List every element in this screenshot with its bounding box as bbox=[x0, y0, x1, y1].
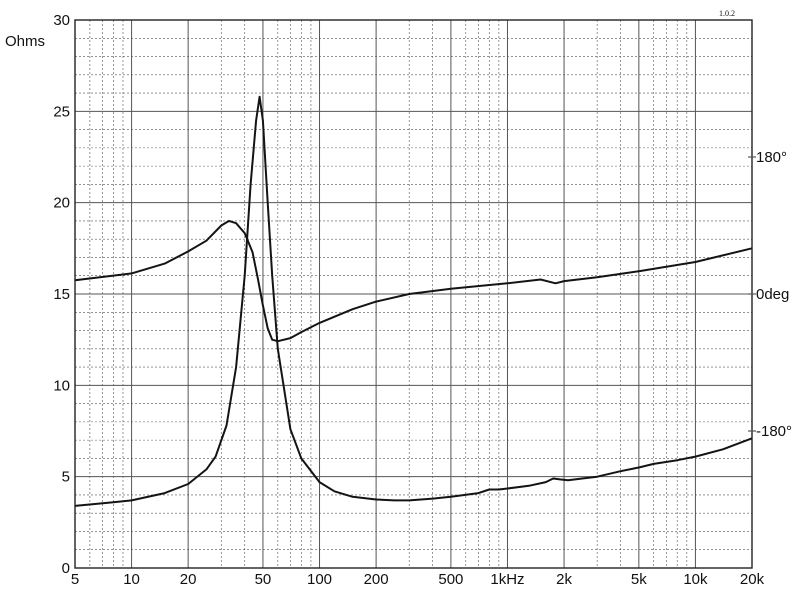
x-tick-label: 500 bbox=[438, 571, 463, 588]
x-tick-label: 2k bbox=[556, 571, 572, 588]
x-tick-label: 5k bbox=[631, 571, 647, 588]
y-tick-label: 0 bbox=[62, 560, 70, 577]
y-axis-title: Ohms bbox=[5, 33, 45, 50]
axis-labels: 5 10 20 50 100 200 500 1kHz 2k 5k 10k 20k0510152025… bbox=[53, 12, 792, 588]
impedance-trace bbox=[74, 95, 753, 507]
y2-tick-label: -180° bbox=[756, 423, 792, 440]
y-tick-label: 20 bbox=[53, 195, 70, 212]
y-tick-label: 25 bbox=[53, 103, 70, 120]
y-tick-label: 10 bbox=[53, 377, 70, 394]
y-tick-label: 5 bbox=[62, 469, 70, 486]
x-tick-label: 20k bbox=[740, 571, 765, 588]
x-tick-label: 100 bbox=[307, 571, 332, 588]
grid bbox=[75, 20, 752, 568]
revision-mark: 1.0.2 bbox=[719, 9, 735, 18]
x-tick-label: 10k bbox=[683, 571, 708, 588]
phase-trace bbox=[74, 219, 753, 343]
x-tick-label: 200 bbox=[364, 571, 389, 588]
series-traces bbox=[74, 95, 753, 507]
x-tick-label: 20 bbox=[180, 571, 197, 588]
y-tick-label: 30 bbox=[53, 12, 70, 29]
x-tick-label: 5 bbox=[71, 571, 79, 588]
y2-tick-label: 180° bbox=[756, 149, 787, 166]
x-tick-label: 1kHz bbox=[490, 571, 524, 588]
y-tick-label: 15 bbox=[53, 286, 70, 303]
x-tick-label: 10 bbox=[123, 571, 140, 588]
x-tick-label: 50 bbox=[255, 571, 272, 588]
y2-tick-label: 0deg bbox=[756, 286, 789, 303]
